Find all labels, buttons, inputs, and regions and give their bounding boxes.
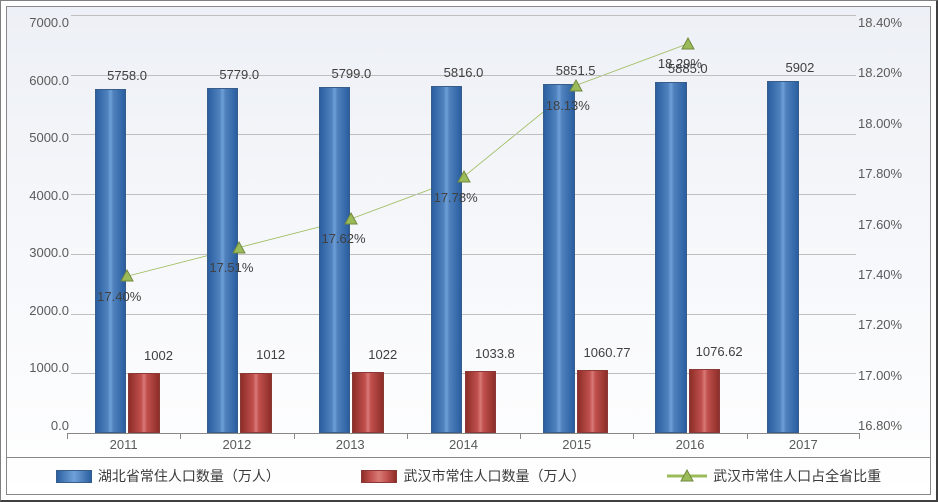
bar-wuhan [240, 373, 271, 433]
y-left-tick: 1000.0 [9, 360, 69, 375]
y-left-tick: 0.0 [9, 418, 69, 433]
y-right-tick: 17.60% [858, 217, 928, 232]
legend-item-wuhan: 武汉市常住人口数量（万人） [361, 466, 585, 486]
x-axis: 2011201220132014201520162017 [7, 433, 930, 457]
plot-row: 7000.0 6000.0 5000.0 4000.0 3000.0 2000.0 1000… [7, 7, 930, 433]
datalabel-hubei: 5799.0 [331, 66, 371, 81]
datalabel-ratio: 18.13% [546, 98, 590, 113]
bar-wuhan [352, 372, 383, 433]
datalabel-wuhan: 1002 [144, 348, 173, 363]
marker-ratio [457, 170, 471, 184]
marker-ratio [344, 212, 358, 226]
plot-area: 5758.0 1002 5779.0 1012 5799.0 1022 5816.0 1033… [71, 15, 856, 433]
y-right-tick: 18.20% [858, 65, 928, 80]
y-left-tick: 6000.0 [9, 73, 69, 88]
x-tick: 2014 [407, 433, 520, 457]
y-left-tick: 4000.0 [9, 188, 69, 203]
y-right-tick: 17.00% [858, 368, 928, 383]
y-left-tick: 5000.0 [9, 130, 69, 145]
gridline [71, 15, 856, 16]
datalabel-wuhan: 1022 [368, 347, 397, 362]
y-left-tick: 3000.0 [9, 245, 69, 260]
datalabel-hubei: 5851.5 [556, 63, 596, 78]
y-axis-right: 18.40% 18.20% 18.00% 17.80% 17.60% 17.40% 17.2… [856, 7, 930, 433]
datalabel-ratio: 17.78% [434, 190, 478, 205]
bar-hubei [543, 84, 574, 433]
datalabel-hubei: 5779.0 [219, 67, 259, 82]
y-left-tick: 7000.0 [9, 15, 69, 30]
marker-ratio [232, 241, 246, 255]
y-right-tick: 17.40% [858, 267, 928, 282]
legend-swatch-ratio [667, 469, 707, 483]
marker-ratio [569, 79, 583, 93]
y-axis-left: 7000.0 6000.0 5000.0 4000.0 3000.0 2000.0 1000… [7, 7, 71, 433]
bar-hubei [319, 87, 350, 433]
datalabel-ratio: 17.40% [97, 289, 141, 304]
legend-item-ratio: 武汉市常住人口占全省比重 [667, 466, 881, 486]
datalabel-hubei: 5902 [785, 60, 814, 75]
y-right-tick: 17.20% [858, 317, 928, 332]
bar-hubei [655, 82, 686, 433]
y-left-tick: 2000.0 [9, 303, 69, 318]
gridline [71, 314, 856, 315]
legend-label: 湖北省常住人口数量（万人） [98, 466, 280, 486]
datalabel-hubei: 5816.0 [444, 65, 484, 80]
legend-item-hubei: 湖北省常住人口数量（万人） [56, 466, 280, 486]
bar-hubei [95, 89, 126, 433]
y-right-tick: 18.00% [858, 116, 928, 131]
y-right-tick: 18.40% [858, 15, 928, 30]
legend-swatch-hubei [56, 470, 92, 483]
datalabel-hubei: 5758.0 [107, 68, 147, 83]
gridline [71, 134, 856, 135]
datalabel-wuhan: 1060.77 [584, 345, 631, 360]
legend-swatch-wuhan [361, 470, 397, 483]
bar-wuhan [577, 370, 608, 433]
x-tick: 2015 [520, 433, 633, 457]
marker-ratio [120, 269, 134, 283]
x-axis-ticks: 2011201220132014201520162017 [67, 433, 860, 457]
datalabel-ratio: 17.62% [321, 231, 365, 246]
y-right-tick: 16.80% [858, 418, 928, 433]
bar-wuhan [689, 369, 720, 433]
x-tick: 2013 [294, 433, 407, 457]
x-tick: 2016 [633, 433, 746, 457]
gridline [71, 254, 856, 255]
gridline [71, 373, 856, 374]
datalabel-wuhan: 1076.62 [696, 344, 743, 359]
datalabel-wuhan: 1033.8 [475, 346, 515, 361]
x-tick: 2011 [67, 433, 180, 457]
datalabel-ratio: 18.29% [658, 56, 702, 71]
legend: 湖北省常住人口数量（万人） 武汉市常住人口数量（万人） 武汉市常住人口占全省比重 [7, 457, 930, 494]
x-tick: 2012 [180, 433, 293, 457]
chart-container: ↵ 7000.06000.05000.04000.03000.02000.010… [0, 0, 938, 502]
bar-wuhan [465, 371, 496, 433]
y-right-tick: 17.80% [858, 166, 928, 181]
chart-inner: 7000.0 6000.0 5000.0 4000.0 3000.0 2000.0 1000… [6, 6, 931, 495]
x-tick: 2017 [747, 433, 860, 457]
bar-wuhan [128, 373, 159, 433]
datalabel-ratio: 17.51% [209, 260, 253, 275]
bar-hubei [431, 86, 462, 433]
legend-label: 武汉市常住人口数量（万人） [403, 466, 585, 486]
datalabel-wuhan: 1012 [256, 347, 285, 362]
bar-hubei [767, 81, 798, 433]
legend-label: 武汉市常住人口占全省比重 [713, 466, 881, 486]
marker-ratio [681, 37, 695, 51]
